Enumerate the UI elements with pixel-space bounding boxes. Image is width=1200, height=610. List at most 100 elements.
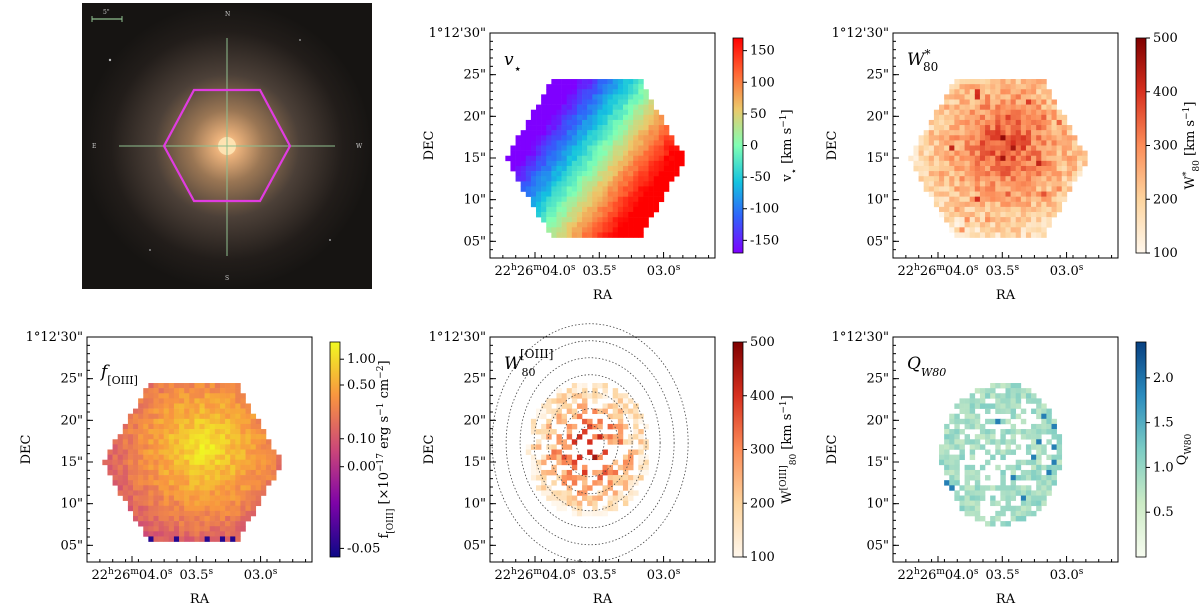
heatmap-cell [133, 439, 139, 445]
heatmap-cell [265, 475, 272, 481]
colorbar-tick-label: -150 [750, 233, 779, 248]
heatmap-cell [541, 423, 547, 430]
heatmap-cell [959, 217, 965, 223]
heatmap-cell [979, 429, 986, 435]
heatmap-cell [974, 505, 981, 512]
heatmap-cell [979, 201, 986, 208]
heatmap-cell [536, 469, 542, 476]
heatmap-cell [638, 104, 644, 111]
heatmap-cell [643, 206, 649, 213]
heatmap-cell [214, 393, 221, 399]
heatmap-cell [597, 490, 603, 496]
heatmap-cell [571, 155, 578, 162]
heatmap-cell [979, 119, 986, 126]
heatmap-cell [597, 150, 603, 157]
heatmap-cell [617, 232, 624, 238]
heatmap-cell [561, 181, 568, 187]
heatmap-cell [168, 495, 175, 501]
heatmap-cell [939, 191, 945, 197]
heatmap-cell [271, 464, 277, 471]
heatmap-cell [933, 135, 940, 141]
heatmap-cell [1031, 469, 1037, 476]
heatmap-cell [1036, 413, 1042, 420]
heatmap-cell [633, 150, 639, 157]
heatmap-cell [536, 181, 542, 187]
heatmap-cell [1051, 119, 1057, 126]
heatmap-cell [143, 413, 149, 420]
heatmap-cell [1010, 510, 1017, 517]
heatmap-cell [628, 196, 634, 203]
heatmap-cell [995, 500, 1001, 507]
heatmap-cell [515, 150, 521, 157]
heatmap-cell [985, 109, 991, 116]
heatmap-cell [612, 125, 619, 131]
heatmap-cell [1020, 99, 1027, 105]
heatmap-cell [974, 171, 981, 177]
heatmap-cell [969, 104, 976, 111]
heatmap-cell [541, 104, 547, 111]
heatmap-cell [133, 459, 139, 466]
heatmap-cell [541, 176, 547, 182]
heatmap-cell [184, 439, 190, 445]
heatmap-cell [551, 429, 557, 435]
heatmap-cell [633, 434, 639, 440]
heatmap-cell [255, 485, 262, 491]
heatmap-cell [230, 434, 236, 440]
heatmap-cell [979, 104, 986, 111]
heatmap-cell [556, 155, 562, 162]
x-tick-label: 03.0s [1050, 263, 1084, 279]
x-tick-label: 03.5s [582, 567, 616, 583]
heatmap-cell [1000, 495, 1006, 501]
heatmap-cell [974, 84, 981, 90]
heatmap-cell [959, 125, 965, 131]
heatmap-cell [541, 171, 547, 177]
heatmap-cell [133, 500, 139, 507]
heatmap-cell [592, 211, 598, 218]
heatmap-cell [127, 469, 134, 476]
heatmap-cell [551, 490, 557, 496]
heatmap-cell [158, 510, 165, 517]
heatmap-cell [653, 171, 660, 177]
heatmap-cell [536, 150, 542, 157]
heatmap-cell [133, 454, 139, 461]
heatmap-cell [1041, 79, 1047, 85]
heatmap-cell [1056, 155, 1063, 162]
heatmap-cell [1046, 104, 1052, 111]
heatmap-cell [959, 181, 965, 187]
heatmap-cell [969, 186, 976, 192]
heatmap-cell [587, 160, 593, 167]
heatmap-cell [1010, 119, 1017, 126]
heatmap-cell [633, 418, 639, 425]
heatmap-cell [1036, 469, 1042, 476]
heatmap-cell [990, 181, 996, 187]
heatmap-cell [607, 119, 614, 126]
y-tick-label: 05" [60, 538, 83, 553]
heatmap-cell [510, 155, 516, 162]
heatmap-cell [158, 500, 165, 507]
heatmap-cell [199, 531, 205, 537]
heatmap-cell [536, 140, 542, 146]
heatmap-cell [995, 485, 1001, 491]
heatmap-cell [1061, 176, 1068, 182]
heatmap-cell [1046, 140, 1052, 146]
heatmap-cell [536, 145, 542, 151]
heatmap-cell [133, 480, 139, 486]
colorbar [1135, 341, 1147, 558]
heatmap-cell [571, 89, 578, 95]
heatmap-cell [985, 475, 991, 481]
heatmap-cell [163, 454, 170, 461]
heatmap-cell [566, 429, 573, 435]
heatmap-cell [633, 181, 639, 187]
heatmap-cell [1015, 160, 1022, 167]
heatmap-cell [612, 217, 619, 223]
heatmap-cell [602, 89, 608, 95]
heatmap-cell [1015, 222, 1022, 228]
heatmap-cell [638, 150, 644, 157]
heatmap-cell [918, 160, 924, 167]
heatmap-cell [566, 196, 573, 203]
heatmap-cell [576, 227, 583, 233]
heatmap-cell [250, 413, 257, 420]
heatmap-cell [964, 480, 971, 486]
heatmap-cell [556, 181, 562, 187]
heatmap-cell [990, 206, 996, 213]
